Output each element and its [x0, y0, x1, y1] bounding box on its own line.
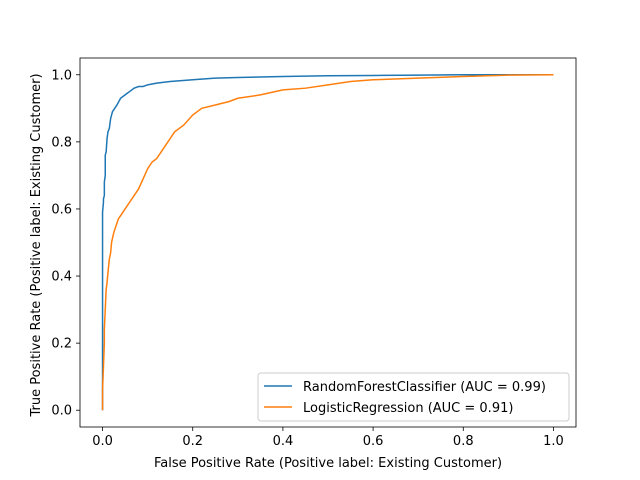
x-axis-label: False Positive Rate (Positive label: Exi… [154, 456, 502, 471]
y-tick-label: 0.8 [51, 135, 72, 150]
y-tick-label: 1.0 [51, 68, 72, 83]
series-line-1 [101, 74, 554, 411]
x-tick-label: 1.0 [543, 434, 564, 449]
x-tick-label: 0.2 [182, 434, 203, 449]
series-line-0 [101, 74, 554, 411]
legend-box [257, 372, 570, 422]
y-axis-label: True Positive Rate (Positive label: Exis… [29, 73, 44, 417]
plot-area [79, 57, 577, 428]
y-tick-label: 0.4 [51, 270, 72, 285]
axes-frame [79, 57, 577, 428]
x-tick-label: 0.4 [273, 434, 294, 449]
legend-label-0: RandomForestClassifier (AUC = 0.99) [303, 380, 546, 395]
x-tick-label: 0.0 [92, 434, 113, 449]
y-tick-label: 0.6 [51, 202, 72, 217]
y-tick-label: 0.2 [51, 337, 72, 352]
legend-label-1: LogisticRegression (AUC = 0.91) [303, 401, 513, 416]
x-tick-label: 0.8 [453, 434, 474, 449]
y-tick-label: 0.0 [51, 404, 72, 419]
x-tick-label: 0.6 [363, 434, 384, 449]
legend: RandomForestClassifier (AUC = 0.99) Logis… [257, 372, 570, 422]
y-axis-ticks: 0.0 0.2 0.4 0.6 0.8 1.0 [51, 68, 80, 419]
x-axis-ticks: 0.0 0.2 0.4 0.6 0.8 1.0 [92, 427, 564, 449]
